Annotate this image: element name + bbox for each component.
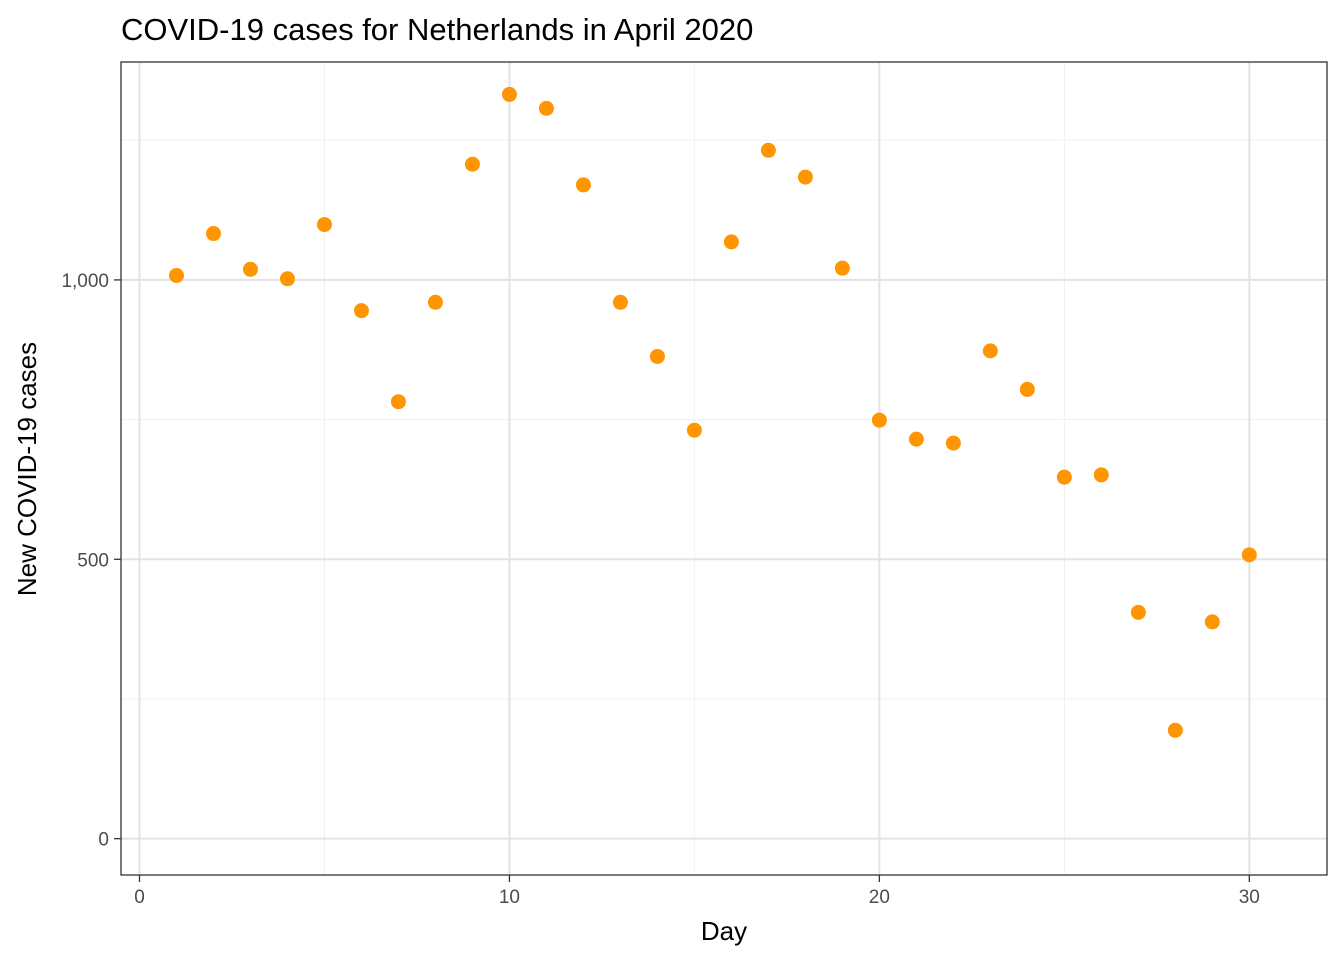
data-points [168,86,1257,738]
data-point [316,217,332,233]
data-point [649,348,665,364]
data-point [168,267,184,283]
data-point [353,303,369,319]
data-point [538,100,554,116]
x-tick-label: 20 [869,887,890,908]
data-point [501,86,517,102]
data-point [686,422,702,438]
x-axis-ticks: 0 10 20 30 [134,875,1260,908]
data-point [1130,604,1146,620]
data-point [982,343,998,359]
data-point [390,394,406,410]
minor-gridlines [121,62,1327,875]
y-axis-title: New COVID-19 cases [12,342,42,596]
data-point [1204,614,1220,630]
panel-border [120,61,1328,876]
data-point [612,294,628,310]
x-tick-label: 10 [499,887,520,908]
data-point [760,142,776,158]
x-tick-label: 30 [1239,887,1260,908]
x-axis-title: Day [701,916,747,946]
data-point [945,435,961,451]
data-point [797,169,813,185]
x-tick-label: 0 [134,887,145,908]
data-point [575,177,591,193]
y-tick-label: 1,000 [61,271,109,292]
data-point [242,261,258,277]
data-point [279,271,295,287]
y-axis-ticks: 0 500 1,000 [61,271,121,851]
data-point [1019,381,1035,397]
data-point [723,234,739,250]
y-tick-label: 0 [98,830,109,851]
data-point [1241,547,1257,563]
chart-title: COVID-19 cases for Netherlands in April … [121,12,753,47]
data-point [1056,469,1072,485]
data-point [1167,722,1183,738]
major-gridlines [121,62,1327,875]
data-point [427,294,443,310]
data-point [834,260,850,276]
y-tick-label: 500 [77,550,109,571]
data-point [205,226,221,242]
data-point [871,412,887,428]
data-point [464,156,480,172]
data-point [1093,467,1109,483]
data-point [908,431,924,447]
